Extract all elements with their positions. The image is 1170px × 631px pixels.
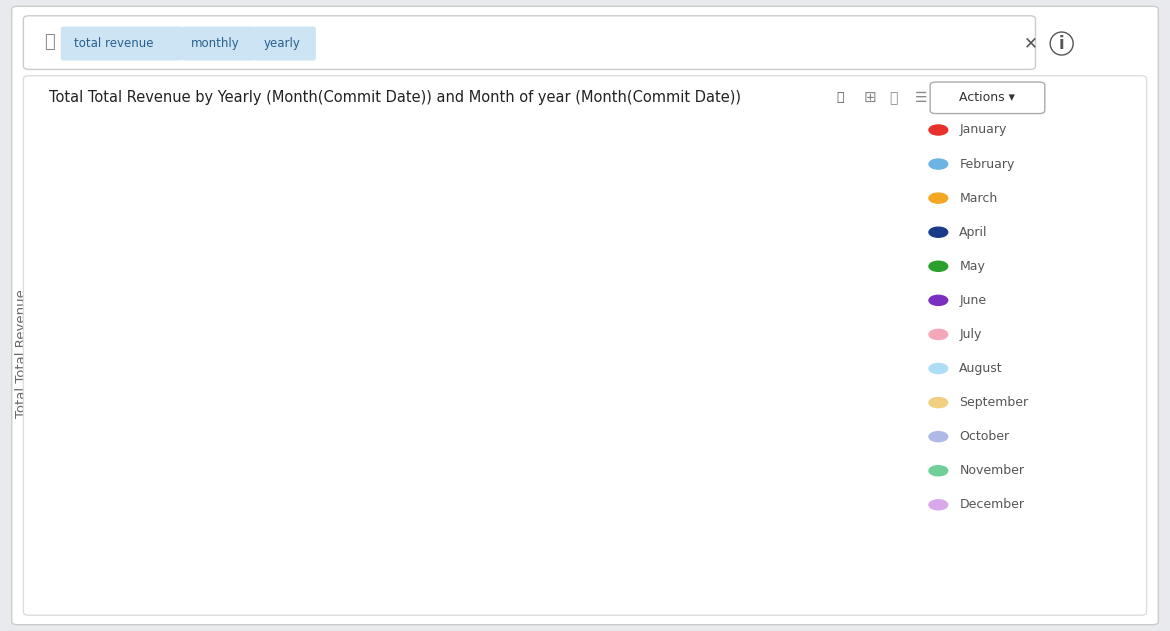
Text: July: July [959, 328, 982, 341]
Text: monthly: monthly [191, 37, 240, 50]
X-axis label: Yearly (Month(Commit Date)): Yearly (Month(Commit Date)) [394, 594, 589, 607]
Y-axis label: Total Total Revenue: Total Total Revenue [15, 289, 28, 418]
Text: December: December [959, 498, 1025, 511]
Text: ⌕: ⌕ [44, 33, 55, 50]
Text: November: November [959, 464, 1025, 477]
Text: yearly: yearly [263, 37, 301, 50]
Text: May: May [959, 260, 985, 273]
Text: ⊞: ⊞ [863, 90, 876, 105]
Text: ⤢: ⤢ [889, 91, 897, 105]
Text: September: September [959, 396, 1028, 409]
Text: February: February [959, 158, 1014, 170]
Text: April: April [959, 226, 987, 239]
Text: January: January [959, 124, 1006, 136]
Text: March: March [959, 192, 998, 204]
Text: 📌: 📌 [837, 91, 844, 104]
Text: i: i [1059, 35, 1065, 52]
Text: ✕: ✕ [1024, 35, 1038, 52]
Text: total revenue: total revenue [74, 37, 153, 50]
Text: October: October [959, 430, 1010, 443]
Text: June: June [959, 294, 986, 307]
Text: August: August [959, 362, 1003, 375]
Text: ☰: ☰ [915, 91, 928, 105]
Text: Actions ▾: Actions ▾ [959, 91, 1016, 104]
Text: Total Total Revenue by Yearly (Month(Commit Date)) and Month of year (Month(Comm: Total Total Revenue by Yearly (Month(Com… [49, 90, 741, 105]
